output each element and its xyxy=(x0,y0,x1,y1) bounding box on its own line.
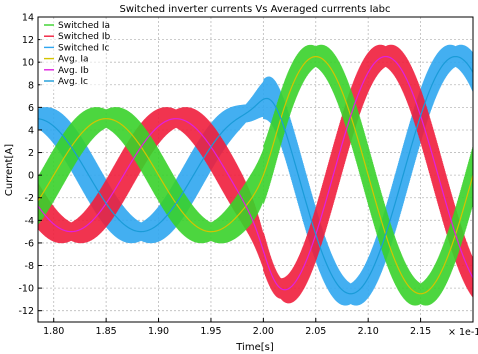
series-line-switched-ia xyxy=(38,44,473,306)
x-tick-label: 2.15 xyxy=(410,326,431,337)
y-tick-label: -12 xyxy=(18,306,34,317)
legend-label: Avg. Ib xyxy=(58,66,89,76)
y-tick-label: -2 xyxy=(25,193,34,204)
series-line-avg-ic xyxy=(38,55,473,295)
x-tick-label: 2.05 xyxy=(305,326,326,337)
y-tick-label: -10 xyxy=(18,284,34,295)
y-tick-label: 8 xyxy=(28,80,34,91)
chart-title: Switched inverter currents Vs Averaged c… xyxy=(119,4,390,15)
legend-label: Avg. Ic xyxy=(58,77,88,87)
axis-ticks: -12 -10 -8 -6 -4 -2 0 2 4 6 8 10 12 14 1.80 1.85 1.90 1.9… xyxy=(18,13,431,338)
series-line-avg-ib xyxy=(38,55,473,291)
x-scale-note: × 1e-1 xyxy=(448,327,478,338)
y-tick-label: 0 xyxy=(28,171,34,182)
plot-frame xyxy=(37,16,474,323)
plot-area xyxy=(38,44,473,306)
legend-label: Avg. Ia xyxy=(58,55,89,65)
x-tick-label: 2.10 xyxy=(358,326,379,337)
x-tick-label: 2.00 xyxy=(253,326,274,337)
y-tick-label: 6 xyxy=(28,103,34,114)
y-tick-label: -4 xyxy=(25,216,34,227)
legend-label: Switched Ib xyxy=(58,32,111,42)
y-tick-label: 12 xyxy=(22,35,34,46)
x-tick-label: 1.95 xyxy=(200,326,221,337)
y-tick-label: -8 xyxy=(25,261,34,272)
x-tick-label: 1.90 xyxy=(148,326,169,337)
series-line-avg-ia xyxy=(38,56,473,295)
legend-label: Switched Ia xyxy=(58,21,110,31)
y-axis-label: Current[A] xyxy=(4,144,15,196)
x-tick-label: 1.80 xyxy=(43,326,64,337)
y-tick-label: 4 xyxy=(28,125,34,136)
x-tick-label: 1.85 xyxy=(96,326,117,337)
y-tick-label: -6 xyxy=(25,238,34,249)
x-axis-label: Time[s] xyxy=(235,342,274,353)
legend-background xyxy=(40,19,106,91)
y-tick-label: 10 xyxy=(22,58,34,69)
legend-label: Switched Ic xyxy=(58,43,110,53)
y-tick-label: 2 xyxy=(28,148,34,159)
y-tick-label: 14 xyxy=(22,13,34,24)
